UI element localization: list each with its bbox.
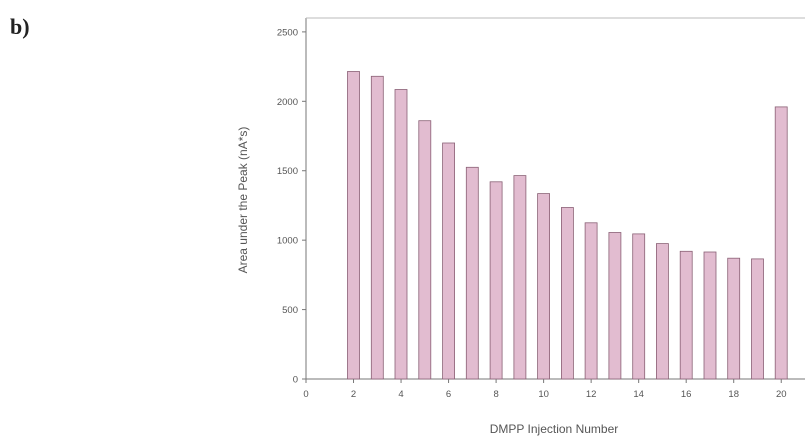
x-tick-label: 6 — [446, 389, 451, 400]
y-axis-ticks: 0 500 1000 1500 2000 2500 — [277, 27, 306, 386]
x-tick-label: 4 — [398, 389, 403, 400]
x-tick-label: 20 — [776, 389, 787, 400]
bar — [465, 166, 479, 380]
bar — [489, 181, 503, 380]
x-tick-label: 0 — [303, 389, 308, 400]
bar — [703, 251, 717, 380]
x-tick-label: 14 — [633, 389, 644, 400]
x-tick-label: 2 — [351, 389, 356, 400]
bar — [418, 120, 432, 380]
bar — [537, 193, 550, 380]
bar — [561, 207, 574, 380]
bar — [632, 233, 646, 380]
x-tick-label: 8 — [493, 389, 498, 400]
x-tick-label: 16 — [681, 389, 692, 400]
x-tick-label: 18 — [728, 389, 739, 400]
plot-frame — [305, 17, 805, 380]
y-tick-label: 1500 — [277, 166, 298, 177]
y-tick-label: 1000 — [277, 236, 298, 247]
bar-series — [347, 71, 788, 380]
bar — [679, 250, 693, 380]
bar — [513, 175, 527, 380]
bar — [774, 106, 788, 380]
y-tick-label: 0 — [293, 375, 298, 386]
bar — [727, 257, 741, 380]
bar — [751, 258, 764, 380]
panel-label: b) — [10, 14, 30, 39]
bar — [584, 222, 598, 380]
y-axis-label: Area under the Peak (nA*s) — [236, 127, 250, 274]
bar — [347, 71, 360, 380]
x-axis-ticks: 0 2 4 6 8 10 12 14 16 18 20 — [303, 379, 787, 400]
y-tick-label: 2000 — [277, 97, 298, 108]
y-tick-label: 500 — [282, 305, 298, 316]
bar — [394, 89, 408, 380]
y-tick-label: 2500 — [277, 27, 298, 38]
x-tick-label: 12 — [586, 389, 597, 400]
bar — [656, 243, 669, 380]
bar — [442, 142, 456, 380]
x-tick-label: 10 — [538, 389, 549, 400]
bar — [608, 232, 622, 380]
x-axis-label: DMPP Injection Number — [490, 422, 619, 436]
bar — [370, 75, 384, 380]
